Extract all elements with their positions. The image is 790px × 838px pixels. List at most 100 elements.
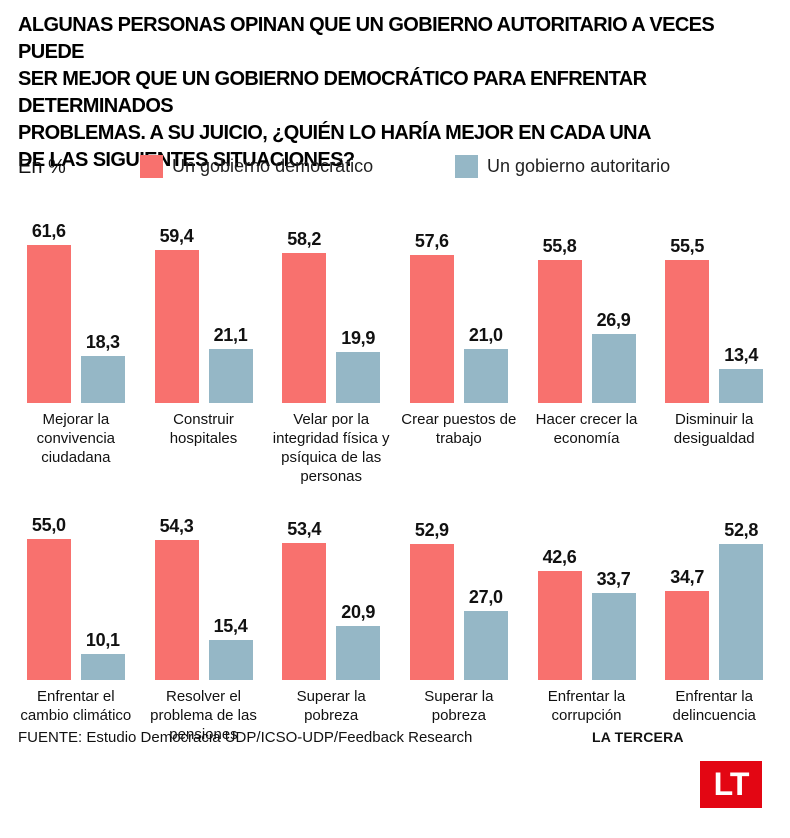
bar-democratico — [409, 255, 454, 403]
bar-column: 42,6 — [537, 547, 582, 680]
unit-label: En % — [18, 156, 66, 178]
bar-democratico — [154, 540, 199, 680]
bar-pair: 52,9 27,0 — [409, 495, 508, 680]
bar-column: 19,9 — [336, 328, 381, 403]
bar-pair: 55,8 26,9 — [537, 218, 636, 403]
bar-autoritario — [591, 334, 636, 403]
bar-value-label: 20,9 — [341, 602, 376, 622]
bar-value-label: 52,9 — [414, 520, 449, 540]
bar-group: 55,8 26,9 Hacer crecer la economía — [523, 218, 651, 486]
lt-logo: LT — [700, 761, 762, 808]
bar-column: 54,3 — [154, 516, 199, 680]
bar-value-label: 61,6 — [31, 221, 66, 241]
bar-column: 58,2 — [282, 229, 327, 403]
bar-pair: 59,4 21,1 — [154, 218, 253, 403]
source-text: FUENTE: Estudio Democracia UDP/ICSO-UDP/… — [18, 729, 473, 746]
bar-pair: 53,4 20,9 — [282, 495, 381, 680]
category-label: Enfrentar la delincuencia — [672, 688, 756, 724]
bar-democratico — [26, 245, 71, 403]
bar-value-label: 33,7 — [596, 569, 631, 589]
bar-column: 55,5 — [665, 236, 710, 403]
bar-value-label: 59,4 — [159, 226, 194, 246]
category-label: Superar la pobreza — [424, 688, 494, 724]
bar-value-label: 21,0 — [468, 325, 503, 345]
category-label: Crear puestos de trabajo — [401, 411, 517, 447]
brand-text: LA TERCERA — [592, 729, 684, 745]
bar-democratico — [26, 539, 71, 680]
bar-value-label: 13,4 — [724, 345, 759, 365]
bar-value-label: 52,8 — [724, 520, 759, 540]
bar-autoritario — [208, 640, 253, 680]
bar-group: 34,7 52,8 Enfrentar la delincuencia — [650, 495, 778, 744]
bar-group: 55,0 10,1 Enfrentar el cambio climático — [12, 495, 140, 744]
bar-value-label: 27,0 — [468, 587, 503, 607]
bar-autoritario — [719, 369, 764, 403]
bar-column: 53,4 — [282, 519, 327, 680]
bar-value-label: 10,1 — [85, 630, 120, 650]
bar-autoritario — [208, 349, 253, 403]
bar-column: 52,8 — [719, 520, 764, 680]
legend-swatch — [455, 155, 478, 178]
chart-row-2: 55,0 10,1 Enfrentar el cambio climático 54,… — [12, 495, 778, 744]
bar-column: 15,4 — [208, 616, 253, 680]
bar-pair: 55,5 13,4 — [665, 218, 764, 403]
bar-autoritario — [80, 654, 125, 680]
bar-column: 10,1 — [80, 630, 125, 680]
category-label: Velar por la integridad física y psíquic… — [272, 411, 390, 485]
legend-swatch — [140, 155, 163, 178]
category-label: Resolver el problema de las pensiones — [150, 688, 257, 743]
legend-item-autoritario: Un gobierno autoritario — [455, 155, 670, 178]
bar-pair: 58,2 19,9 — [282, 218, 381, 403]
bar-column: 33,7 — [591, 569, 636, 680]
bar-value-label: 18,3 — [85, 332, 120, 352]
bar-group: 58,2 19,9 Velar por la integridad física y… — [267, 218, 395, 486]
bar-column: 61,6 — [26, 221, 71, 403]
bar-column: 34,7 — [665, 567, 710, 680]
bar-democratico — [665, 591, 710, 680]
bar-value-label: 42,6 — [542, 547, 577, 567]
bar-value-label: 21,1 — [213, 325, 248, 345]
legend-item-democratico: Un gobierno democrático — [140, 155, 373, 178]
legend-label: Un gobierno democrático — [172, 156, 374, 176]
bar-pair: 34,7 52,8 — [665, 495, 764, 680]
bar-autoritario — [463, 349, 508, 403]
bar-democratico — [409, 544, 454, 680]
bar-group: 53,4 20,9 Superar la pobreza — [267, 495, 395, 744]
bar-democratico — [537, 571, 582, 680]
bar-column: 52,9 — [409, 520, 454, 680]
bar-value-label: 58,2 — [287, 229, 322, 249]
bar-autoritario — [336, 352, 381, 403]
bar-group: 61,6 18,3 Mejorar la convivencia ciudadana — [12, 218, 140, 486]
category-label: Superar la pobreza — [296, 688, 366, 724]
bar-value-label: 26,9 — [596, 310, 631, 330]
bar-autoritario — [336, 626, 381, 680]
bar-value-label: 55,0 — [31, 515, 66, 535]
chart-row-1: 61,6 18,3 Mejorar la convivencia ciudadana… — [12, 218, 778, 486]
bar-column: 59,4 — [154, 226, 199, 403]
bar-group: 52,9 27,0 Superar la pobreza — [395, 495, 523, 744]
bar-column: 21,0 — [463, 325, 508, 403]
bar-column: 26,9 — [591, 310, 636, 403]
bar-pair: 61,6 18,3 — [26, 218, 125, 403]
category-label: Enfrentar la corrupción — [547, 688, 626, 724]
bar-value-label: 55,5 — [670, 236, 705, 256]
bar-pair: 57,6 21,0 — [409, 218, 508, 403]
bar-group: 55,5 13,4 Disminuir la desigualdad — [650, 218, 778, 486]
chart-title-line: SER MEJOR QUE UN GOBIERNO DEMOCRÁTICO PA… — [18, 68, 647, 117]
bar-group: 57,6 21,0 Crear puestos de trabajo — [395, 218, 523, 486]
bar-column: 57,6 — [409, 231, 454, 403]
bar-value-label: 57,6 — [414, 231, 449, 251]
bar-value-label: 55,8 — [542, 236, 577, 256]
bar-column: 27,0 — [463, 587, 508, 680]
chart-title-line: PROBLEMAS. A SU JUICIO, ¿QUIÉN LO HARÍA … — [18, 122, 651, 144]
bar-value-label: 54,3 — [159, 516, 194, 536]
category-label: Disminuir la desigualdad — [673, 411, 755, 447]
bar-democratico — [537, 260, 582, 403]
legend-row: En % Un gobierno democrático Un gobierno… — [18, 155, 772, 181]
bar-group: 54,3 15,4 Resolver el problema de las pens… — [140, 495, 268, 744]
bar-value-label: 15,4 — [213, 616, 248, 636]
bar-democratico — [154, 250, 199, 403]
bar-democratico — [282, 543, 327, 680]
bar-column: 55,0 — [26, 515, 71, 680]
